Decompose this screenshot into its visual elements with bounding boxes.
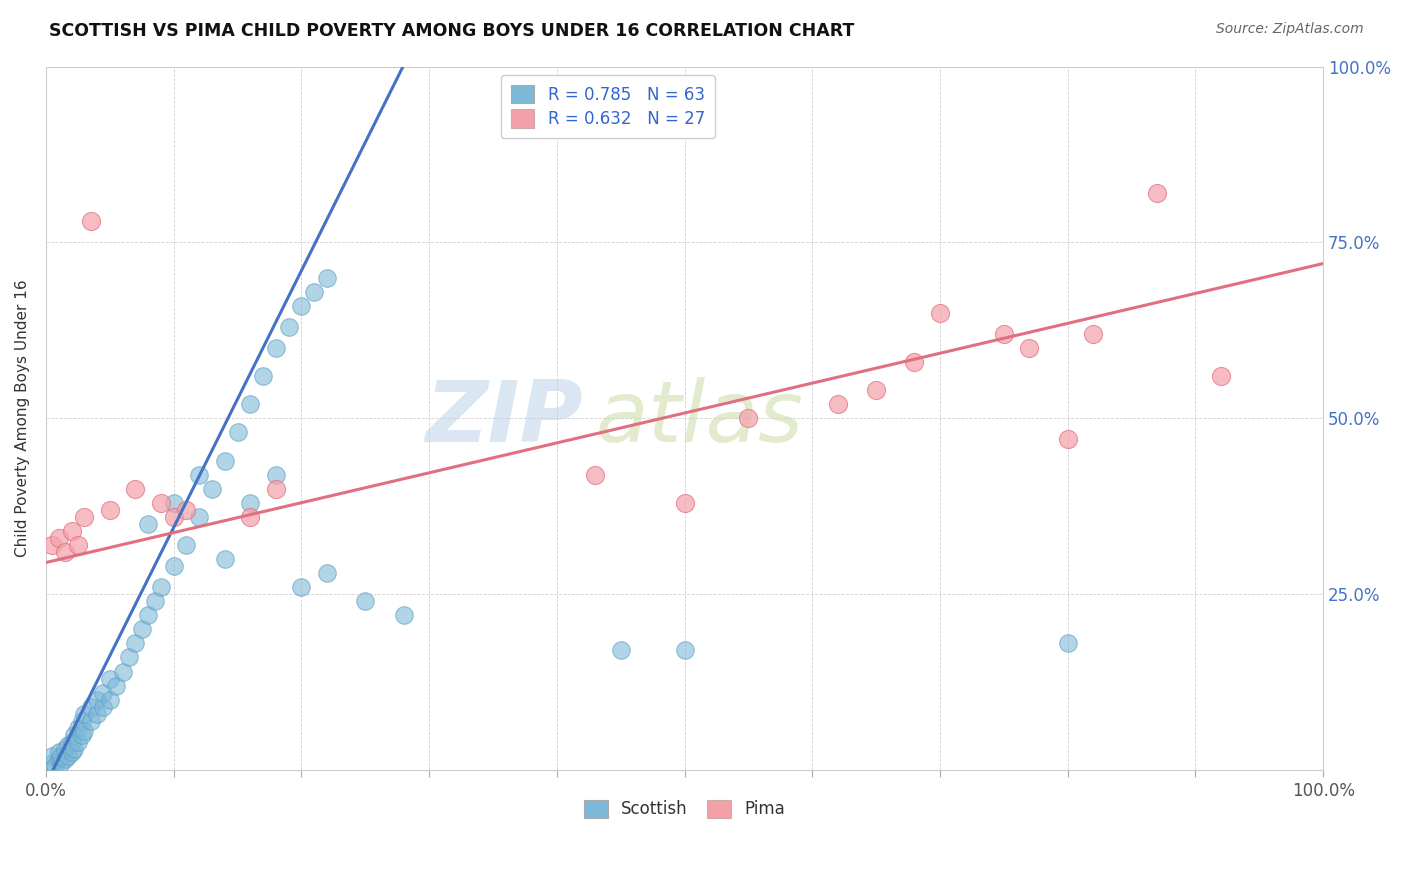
Point <box>993 326 1015 341</box>
Point <box>290 299 312 313</box>
Point <box>929 306 952 320</box>
Point <box>93 699 115 714</box>
Point <box>56 748 79 763</box>
Point <box>60 735 83 749</box>
Point <box>136 608 159 623</box>
Point <box>316 270 339 285</box>
Point <box>737 411 759 425</box>
Point <box>86 706 108 721</box>
Point <box>188 509 211 524</box>
Point <box>583 467 606 482</box>
Point <box>865 383 887 397</box>
Point <box>1083 326 1105 341</box>
Point <box>93 685 115 699</box>
Point <box>392 608 415 623</box>
Point <box>264 341 287 355</box>
Y-axis label: Child Poverty Among Boys Under 16: Child Poverty Among Boys Under 16 <box>15 279 30 558</box>
Point <box>264 482 287 496</box>
Point <box>48 752 70 766</box>
Point <box>188 467 211 482</box>
Point <box>673 643 696 657</box>
Point <box>44 759 66 773</box>
Point <box>41 538 63 552</box>
Point <box>98 692 121 706</box>
Point <box>56 739 79 753</box>
Point <box>136 516 159 531</box>
Point <box>131 623 153 637</box>
Point <box>239 509 262 524</box>
Point <box>53 545 76 559</box>
Text: SCOTTISH VS PIMA CHILD POVERTY AMONG BOYS UNDER 16 CORRELATION CHART: SCOTTISH VS PIMA CHILD POVERTY AMONG BOY… <box>49 22 855 40</box>
Point <box>73 724 96 739</box>
Point <box>176 502 198 516</box>
Point <box>51 748 73 763</box>
Point <box>124 482 146 496</box>
Point <box>105 679 128 693</box>
Point <box>66 721 89 735</box>
Point <box>60 524 83 538</box>
Point <box>63 728 86 742</box>
Point <box>66 538 89 552</box>
Text: Source: ZipAtlas.com: Source: ZipAtlas.com <box>1216 22 1364 37</box>
Point <box>163 509 186 524</box>
Text: ZIP: ZIP <box>425 376 582 459</box>
Point <box>98 502 121 516</box>
Point <box>827 397 849 411</box>
Point <box>226 425 249 440</box>
Point <box>143 594 166 608</box>
Point <box>73 706 96 721</box>
Point <box>124 636 146 650</box>
Point <box>201 482 224 496</box>
Point <box>66 735 89 749</box>
Point <box>252 369 274 384</box>
Point <box>149 580 172 594</box>
Point <box>1018 341 1040 355</box>
Point <box>51 756 73 770</box>
Point <box>239 496 262 510</box>
Point <box>176 538 198 552</box>
Point <box>70 728 93 742</box>
Point <box>79 214 101 228</box>
Legend: Scottish, Pima: Scottish, Pima <box>578 793 792 825</box>
Point <box>1056 636 1078 650</box>
Point <box>41 756 63 770</box>
Point <box>609 643 631 657</box>
Point <box>302 285 325 299</box>
Point <box>163 496 186 510</box>
Point <box>79 714 101 728</box>
Text: atlas: atlas <box>595 376 803 459</box>
Point <box>149 496 172 510</box>
Point <box>214 453 236 467</box>
Point <box>290 580 312 594</box>
Point <box>118 650 141 665</box>
Point <box>903 355 925 369</box>
Point <box>111 665 134 679</box>
Point <box>354 594 377 608</box>
Point <box>60 746 83 760</box>
Point <box>239 397 262 411</box>
Point <box>316 566 339 580</box>
Point <box>41 748 63 763</box>
Point <box>73 509 96 524</box>
Point <box>63 742 86 756</box>
Point <box>48 531 70 545</box>
Point <box>48 746 70 760</box>
Point <box>163 559 186 574</box>
Point <box>53 752 76 766</box>
Point <box>1146 186 1168 201</box>
Point <box>673 496 696 510</box>
Point <box>86 692 108 706</box>
Point <box>1209 369 1232 384</box>
Point <box>79 699 101 714</box>
Point <box>53 742 76 756</box>
Point <box>98 672 121 686</box>
Point <box>264 467 287 482</box>
Point <box>70 714 93 728</box>
Point <box>214 552 236 566</box>
Point <box>277 319 299 334</box>
Point <box>1056 433 1078 447</box>
